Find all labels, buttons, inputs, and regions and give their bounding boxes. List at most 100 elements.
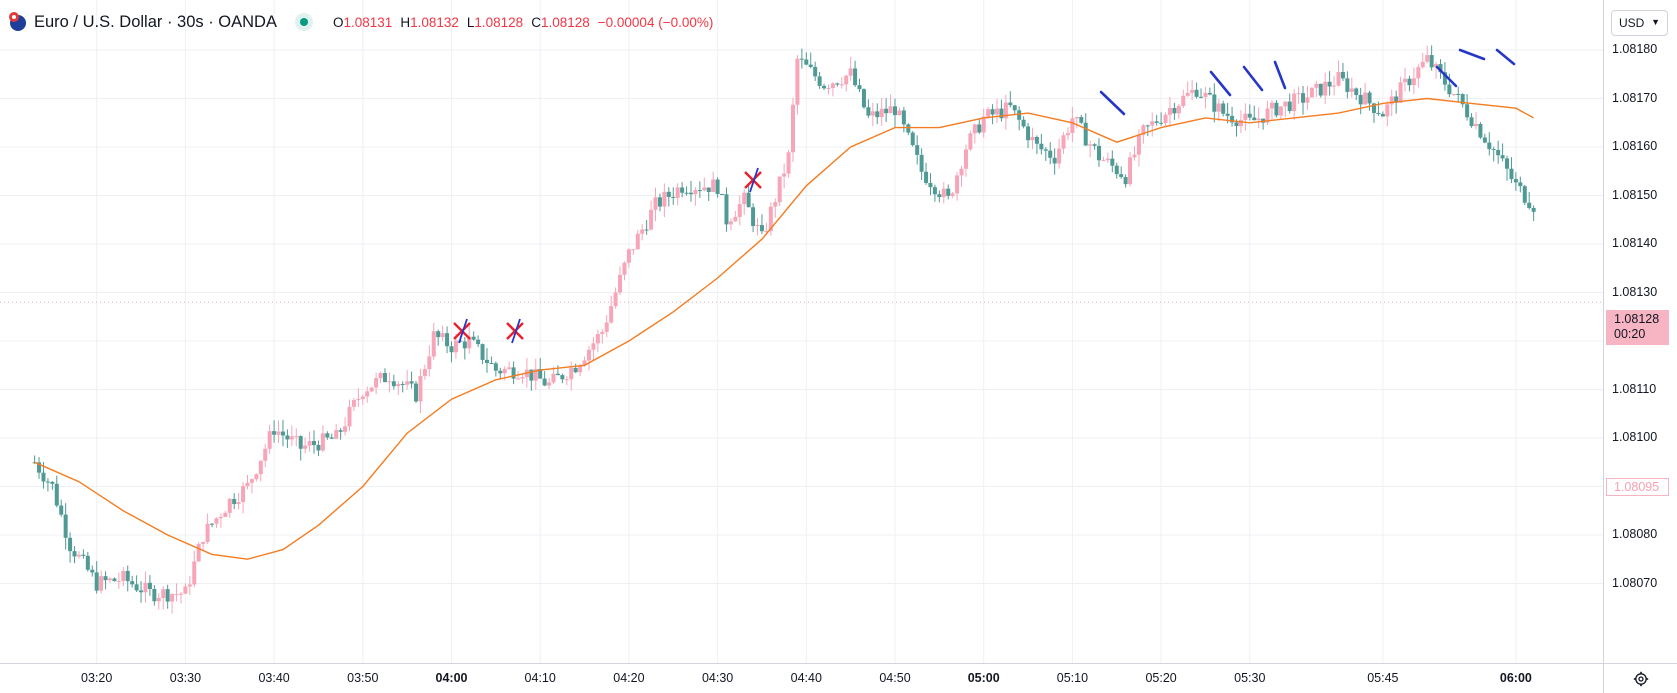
currency-select[interactable]: USD ▼ bbox=[1611, 10, 1668, 36]
candle-up bbox=[351, 400, 356, 407]
candle-up bbox=[418, 375, 423, 402]
candle-up bbox=[764, 230, 769, 232]
candle-down bbox=[1017, 110, 1022, 120]
candle-down bbox=[720, 193, 725, 195]
candle-down bbox=[715, 179, 720, 194]
candle-down bbox=[152, 589, 157, 602]
candle-up bbox=[790, 104, 795, 153]
candle-down bbox=[884, 108, 889, 114]
candle-up bbox=[1176, 105, 1181, 114]
candle-up bbox=[1425, 55, 1430, 62]
annotation-line bbox=[1458, 48, 1486, 61]
candle-up bbox=[99, 576, 104, 591]
candle-up bbox=[1128, 157, 1133, 185]
candle-down bbox=[759, 225, 764, 232]
candle-down bbox=[1487, 142, 1492, 150]
candle-up bbox=[1216, 103, 1221, 112]
candle-up bbox=[178, 593, 183, 595]
candle-up bbox=[870, 111, 875, 116]
candle-down bbox=[817, 76, 822, 86]
symbol-title[interactable]: Euro / U.S. Dollar · 30s · OANDA bbox=[34, 12, 277, 31]
candle-down bbox=[103, 576, 108, 581]
candle-down bbox=[1230, 115, 1235, 123]
candle-up bbox=[1136, 135, 1141, 155]
candle-down bbox=[85, 555, 90, 570]
candle-down bbox=[382, 373, 387, 383]
candle-down bbox=[489, 363, 494, 365]
annotation-stroke bbox=[458, 318, 468, 344]
candle-down bbox=[1199, 96, 1204, 98]
candle-down bbox=[272, 431, 277, 435]
candle-down bbox=[312, 441, 317, 446]
candle-up bbox=[236, 502, 241, 505]
settings-button[interactable] bbox=[1603, 663, 1677, 693]
candle-down bbox=[529, 369, 534, 381]
candle-up bbox=[1003, 102, 1008, 119]
candle-up bbox=[986, 109, 991, 117]
candle-down bbox=[484, 359, 489, 364]
candle-up bbox=[777, 176, 782, 203]
candle-down bbox=[1083, 122, 1088, 146]
candle-down bbox=[63, 514, 68, 538]
candle-down bbox=[1097, 145, 1102, 161]
candle-down bbox=[112, 578, 117, 582]
candle-down bbox=[657, 197, 662, 207]
close-value: 1.08128 bbox=[540, 14, 590, 30]
candle-down bbox=[1394, 96, 1399, 103]
candle-down bbox=[666, 191, 671, 197]
candle-up bbox=[1278, 106, 1283, 116]
candle-down bbox=[573, 367, 578, 373]
candle-up bbox=[635, 233, 640, 250]
candle-up bbox=[1411, 78, 1416, 86]
candle-down bbox=[1380, 114, 1385, 117]
candle-up bbox=[378, 373, 383, 379]
candle-down bbox=[688, 192, 693, 195]
time-tick-label: 05:00 bbox=[967, 671, 1000, 685]
candle-down bbox=[1376, 112, 1381, 115]
candle-up bbox=[693, 190, 698, 195]
candle-down bbox=[1301, 93, 1306, 103]
price-scale[interactable] bbox=[1603, 0, 1677, 663]
candle-up bbox=[582, 360, 587, 366]
chevron-down-icon: ▼ bbox=[1651, 17, 1660, 27]
candle-up bbox=[1132, 154, 1137, 158]
price-tick-label: 1.08150 bbox=[1612, 187, 1658, 202]
candle-up bbox=[143, 582, 148, 593]
candle-down bbox=[41, 472, 46, 482]
candle-down bbox=[72, 551, 77, 557]
candle-down bbox=[857, 85, 862, 90]
candle-up bbox=[1105, 158, 1110, 161]
chart-canvas[interactable] bbox=[0, 0, 1603, 663]
candle-down bbox=[1123, 176, 1128, 185]
candle-down bbox=[1225, 113, 1230, 116]
candle-down bbox=[915, 145, 920, 155]
candle-up bbox=[453, 340, 458, 353]
candle-down bbox=[1079, 117, 1084, 123]
candle-up bbox=[303, 445, 308, 449]
candle-down bbox=[808, 64, 813, 67]
candle-down bbox=[280, 431, 285, 436]
candle-up bbox=[547, 382, 552, 386]
candle-down bbox=[59, 505, 64, 515]
candle-up bbox=[422, 369, 427, 376]
candle-up bbox=[267, 431, 272, 449]
candle-down bbox=[671, 196, 676, 198]
chart-pane[interactable] bbox=[0, 0, 1603, 663]
candle-down bbox=[165, 589, 170, 602]
candle-up bbox=[467, 336, 472, 349]
time-tick-label: 03:50 bbox=[347, 671, 379, 685]
candle-down bbox=[1496, 149, 1501, 156]
candle-down bbox=[901, 110, 906, 125]
candle-up bbox=[1074, 117, 1079, 119]
candle-down bbox=[1207, 92, 1212, 95]
candle-up bbox=[782, 173, 787, 177]
candle-up bbox=[968, 133, 973, 150]
candle-down bbox=[1119, 174, 1124, 177]
time-scale[interactable]: 03:20 03:30 03:40 03:50 04:00 04:10 04:20 04:30… bbox=[0, 663, 1603, 693]
candle-down bbox=[1048, 150, 1053, 158]
candle-down bbox=[1340, 71, 1345, 79]
candle-up bbox=[1385, 104, 1390, 117]
annotation-line bbox=[1242, 65, 1264, 92]
time-tick-label: 04:50 bbox=[879, 671, 911, 685]
candle-up bbox=[600, 331, 605, 335]
